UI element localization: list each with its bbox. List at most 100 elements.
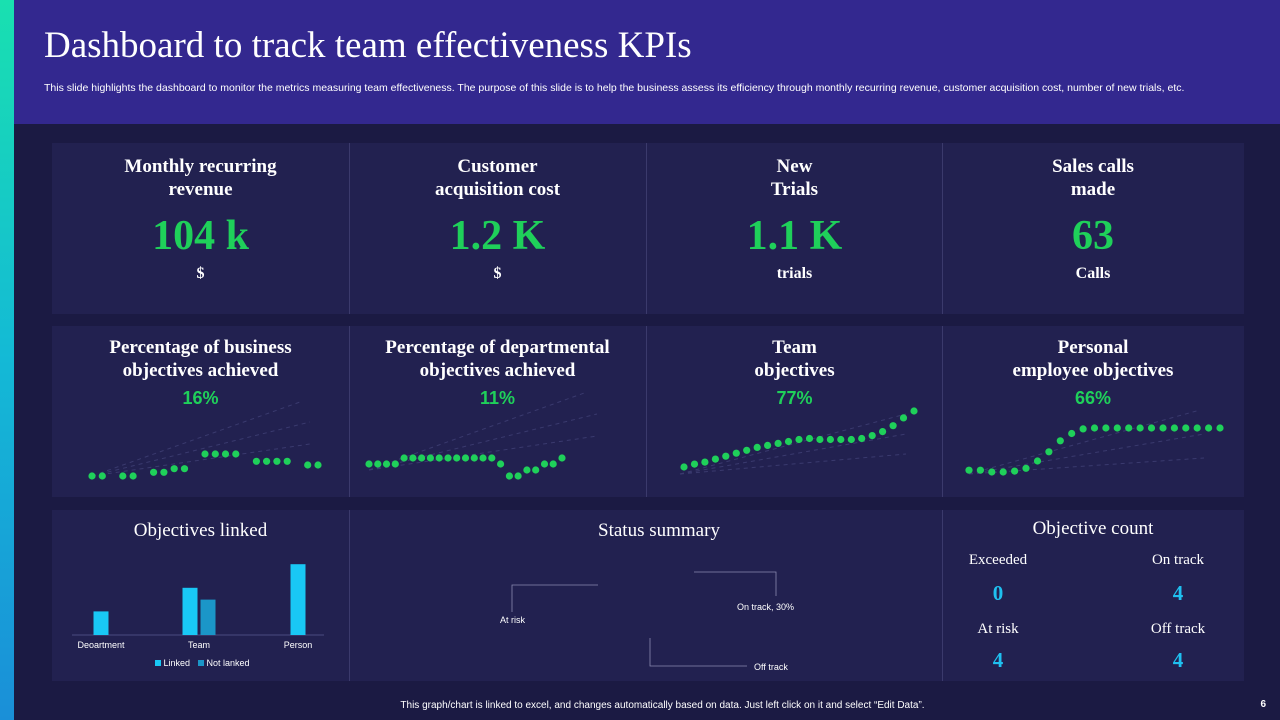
sparkline-point <box>1102 424 1110 432</box>
sparkline-point <box>540 460 549 468</box>
trend-card-team: Team objectives 77% <box>646 326 943 497</box>
sparkline-point <box>1193 424 1201 432</box>
kpi-unit: trials <box>776 265 813 282</box>
objective-count-title: Objective count <box>1032 518 1154 539</box>
sparkline-point <box>732 449 740 457</box>
kpi-label-line: Trials <box>770 179 819 200</box>
trend-label: Personal employee objectives <box>942 336 1244 382</box>
kpi-label-line: Sales calls <box>1052 156 1134 177</box>
page-number: 6 <box>1260 699 1266 710</box>
kpi-unit: $ <box>493 265 502 282</box>
sparkline-point <box>910 407 918 415</box>
trend-percentage: 11% <box>479 388 516 408</box>
sparkline-point <box>523 466 531 474</box>
kpi-label: New Trials <box>646 155 943 201</box>
sparkline-point <box>1182 424 1190 432</box>
off-track-count-label: Off track <box>1150 621 1206 637</box>
sparkline-point <box>1136 424 1144 432</box>
kpi-label-line: made <box>1070 179 1116 200</box>
kpi-card-mrr: Monthly recurring revenue 104 k $ <box>52 143 349 314</box>
sparkline-point <box>889 422 897 430</box>
bar-linked <box>93 611 109 635</box>
sparkline-point <box>795 435 803 444</box>
kpi-card-new-trials: New Trials 1.1 K trials <box>646 143 943 314</box>
sparkline-point <box>1170 424 1178 432</box>
sparkline-point <box>1022 464 1030 472</box>
bar-category-label: Person <box>284 640 313 650</box>
sparkline-point <box>558 454 566 462</box>
status-donut-chart <box>511 571 777 667</box>
trend-label-line: Percentage of business <box>109 337 292 358</box>
sparkline-point <box>837 435 845 444</box>
trend-percentage: 77% <box>776 388 813 408</box>
objectives-linked-bar-chart: Deoartment Team Person <box>72 564 324 650</box>
trend-percentage: 66% <box>1074 388 1112 408</box>
sparkline-point <box>150 468 158 476</box>
sparkline-point <box>784 437 793 446</box>
trend-percentage: 16% <box>182 388 219 408</box>
exceeded-label: Exceeded <box>968 552 1028 568</box>
kpi-label-line: New <box>776 156 813 177</box>
sparkline-point <box>283 457 291 465</box>
kpi-unit: $ <box>196 265 205 282</box>
sparkline-point <box>98 472 106 480</box>
leader-line-on-track <box>694 571 777 596</box>
bar-linked <box>182 587 198 635</box>
kpi-label-line: acquisition cost <box>434 179 561 200</box>
sparkline-point <box>999 468 1007 476</box>
slide-header: Dashboard to track team effectiveness KP… <box>14 0 1280 124</box>
off-track-label: Off track <box>754 662 788 672</box>
kpi-label: Monthly recurring revenue <box>52 155 349 201</box>
sparkline-point <box>426 454 434 462</box>
sparkline-point <box>129 472 137 480</box>
sparkline-point <box>479 454 487 462</box>
sparkline-point <box>816 435 824 444</box>
sparkline-point <box>252 457 260 465</box>
trend-label: Percentage of departmental objectives ac… <box>349 336 646 382</box>
sparkline-point <box>805 434 814 443</box>
legend-swatch-linked <box>155 660 161 666</box>
sparkline-point <box>858 434 866 443</box>
sparkline-point <box>418 454 426 462</box>
trend-label-line: objectives achieved <box>419 360 576 381</box>
divider <box>942 143 943 314</box>
sparkline-point <box>774 439 782 447</box>
bar-category-label: Team <box>188 640 210 650</box>
leader-line-at-risk <box>511 584 598 612</box>
sparkline-point <box>701 458 709 466</box>
legend-swatch-not-linked <box>198 660 204 666</box>
trend-label: Percentage of business objectives achiev… <box>52 336 349 382</box>
sparkline-point <box>444 454 452 462</box>
sparkline-point <box>1159 424 1167 432</box>
off-track-count-value: 4 <box>1172 648 1184 672</box>
bar-linked <box>290 564 306 635</box>
sparkline-point <box>400 454 408 462</box>
status-summary-title: Status summary <box>598 520 720 541</box>
sparkline-chart <box>679 407 918 475</box>
trend-label-line: objectives <box>754 360 835 381</box>
sparkline-point <box>461 454 470 462</box>
status-summary-card: Status summary At risk On track, 30% Off… <box>349 510 942 681</box>
sparkline-point <box>374 460 382 468</box>
legend-not-linked-label: Not lanked <box>206 658 250 668</box>
divider <box>349 326 350 497</box>
kpi-value: 63 <box>1072 213 1114 259</box>
objectives-linked-card: Objectives linked Deoartment Team Person L… <box>52 510 349 681</box>
on-track-count-label: On track <box>1151 552 1205 568</box>
sparkline-point <box>409 454 417 462</box>
sparkline-point <box>1205 424 1213 432</box>
trend-panel: Percentage of business objectives achiev… <box>52 326 1244 497</box>
sparkline-point <box>314 461 322 469</box>
sparkline-point <box>1079 425 1087 433</box>
divider <box>646 143 647 314</box>
sparkline-point <box>1125 424 1133 432</box>
sparkline-point <box>232 450 240 458</box>
sparkline-point <box>160 468 168 476</box>
sparkline-point <box>221 450 230 458</box>
sparkline-point <box>1113 424 1121 432</box>
objective-count-card: Objective count Exceeded 0 On track 4 At… <box>942 510 1244 681</box>
sparkline-point <box>764 441 772 449</box>
kpi-unit: Calls <box>1075 265 1111 282</box>
sparkline-point <box>879 428 887 436</box>
sparkline-point <box>119 472 127 480</box>
